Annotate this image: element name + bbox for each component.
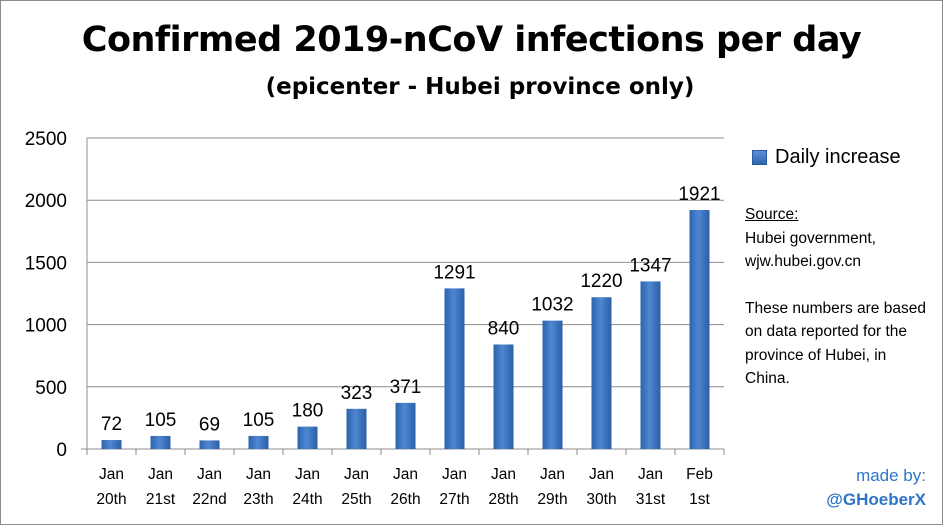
x-tick-label-month: Jan: [295, 466, 320, 483]
x-tick-label-month: Feb: [686, 466, 713, 483]
y-tick-label: 500: [35, 378, 67, 399]
x-tick-label-day: 30th: [586, 491, 616, 508]
x-tick-label-month: Jan: [197, 466, 222, 483]
bar: [150, 435, 171, 449]
y-tick-label: 1000: [25, 316, 67, 337]
data-label: 840: [488, 319, 520, 340]
data-label: 69: [199, 414, 220, 435]
x-tick-label-day: 1st: [689, 491, 710, 508]
x-tick-label-month: Jan: [246, 466, 271, 483]
bar: [395, 402, 416, 449]
bar: [248, 435, 269, 449]
x-tick-label-day: 27th: [439, 491, 469, 508]
data-label: 72: [101, 414, 122, 435]
credit-handle: @GHoeberX: [826, 490, 926, 509]
source-line-2: wjw.hubei.gov.cn: [745, 253, 862, 270]
x-tick-label-month: Jan: [638, 466, 663, 483]
data-label: 105: [145, 410, 177, 431]
y-tick-label: 1500: [25, 253, 67, 274]
data-label: 1347: [629, 255, 671, 276]
x-tick-label-month: Jan: [491, 466, 516, 483]
source-line-1: Hubei government,: [745, 229, 876, 247]
data-label: 371: [390, 377, 422, 398]
author-credit: made by: @GHoeberX: [826, 464, 926, 512]
data-label: 105: [243, 410, 275, 431]
x-tick-label-day: 26th: [390, 491, 420, 508]
y-tick-label: 2000: [25, 191, 67, 212]
data-label: 323: [341, 383, 373, 404]
x-tick-label-month: Jan: [589, 466, 614, 483]
bar: [444, 288, 465, 449]
bar: [493, 344, 514, 449]
bar: [689, 210, 710, 449]
x-tick-label-day: 23th: [243, 491, 273, 508]
source-disclaimer: These numbers are based on data reported…: [745, 299, 926, 388]
data-label: 1220: [580, 271, 622, 292]
bar: [640, 281, 661, 449]
x-tick-label-day: 29th: [537, 491, 567, 508]
x-tick-label-day: 22nd: [192, 491, 226, 508]
bar: [297, 426, 318, 449]
x-tick-label-month: Jan: [148, 466, 173, 483]
credit-label: made by:: [856, 466, 926, 485]
data-label: 1291: [433, 262, 475, 283]
x-tick-label-month: Jan: [393, 466, 418, 483]
x-tick-label-day: 25th: [341, 491, 371, 508]
x-tick-label-month: Jan: [540, 466, 565, 483]
bar: [101, 440, 122, 449]
bar: [591, 297, 612, 449]
y-tick-label: 0: [56, 440, 67, 461]
bar: [542, 320, 563, 449]
x-tick-label-day: 31st: [636, 491, 666, 508]
source-title: Source:: [745, 206, 799, 223]
source-note: Source: Hubei government, wjw.hubei.gov.…: [745, 203, 935, 391]
x-tick-label-month: Jan: [442, 466, 467, 483]
x-tick-label-day: 24th: [292, 491, 322, 508]
legend: Daily increase: [752, 146, 901, 169]
x-tick-label-month: Jan: [344, 466, 369, 483]
legend-swatch: [752, 150, 767, 165]
x-tick-label-month: Jan: [99, 466, 124, 483]
data-label: 1921: [678, 184, 720, 205]
chart-title: Confirmed 2019-nCoV infections per day: [81, 20, 862, 60]
chart-subtitle: (epicenter - Hubei province only): [265, 74, 695, 100]
bar: [199, 440, 220, 449]
x-tick-label-day: 28th: [488, 491, 518, 508]
data-label: 180: [292, 401, 324, 422]
bar: [346, 408, 367, 449]
y-tick-label: 2500: [25, 129, 67, 150]
data-label: 1032: [531, 295, 573, 316]
x-tick-label-day: 20th: [96, 491, 126, 508]
legend-label: Daily increase: [775, 146, 901, 168]
x-tick-label-day: 21st: [146, 491, 176, 508]
